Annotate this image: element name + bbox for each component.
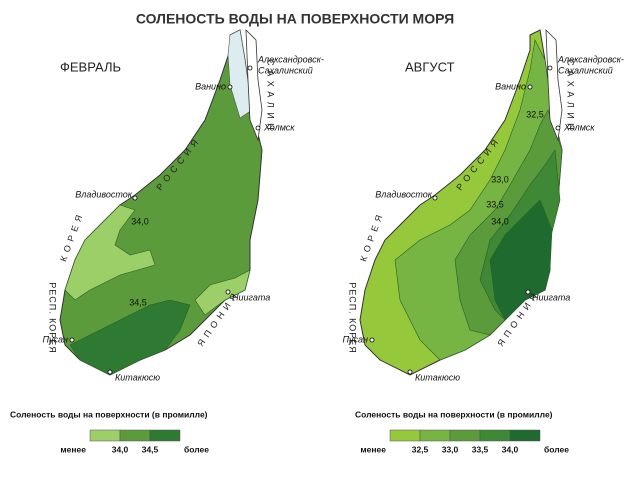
ice-zone	[227, 29, 253, 119]
city-marker	[369, 337, 375, 343]
city-marker	[547, 65, 553, 71]
place-label: Сахалинский	[258, 65, 313, 75]
city-marker	[225, 289, 231, 295]
isoline-label: 33,0	[491, 174, 509, 184]
map: ФЕВРАЛЬ 34,0 34,5 Александровск-Сахалинский…	[10, 28, 324, 454]
city-marker	[227, 84, 233, 90]
salinity-zone	[64, 204, 156, 301]
place-label: Китакюсю	[415, 372, 460, 382]
legend-swatch	[419, 429, 451, 442]
place-label: Пусан	[343, 334, 369, 344]
legend-swatch	[449, 429, 481, 442]
city-marker	[247, 65, 253, 71]
place-label: Сахалинский	[558, 65, 613, 75]
salinity-zone	[489, 199, 553, 321]
legend-swatch	[479, 429, 511, 442]
isoline-label: 34,5	[129, 297, 147, 307]
isoline-label: 32,5	[526, 109, 544, 119]
legend-label: 32,5	[412, 444, 429, 454]
place-label: Пусан	[43, 334, 69, 344]
legend-label: 33,5	[472, 444, 489, 454]
place-label: Китакюсю	[115, 372, 160, 382]
legend-label: 34,0	[112, 444, 129, 454]
place-label: Владивосток	[375, 189, 432, 199]
legend-label: менее	[60, 444, 86, 454]
city-marker	[432, 195, 438, 201]
region-label: С А Х А Л И Н	[266, 59, 276, 130]
legend-label: более	[184, 444, 209, 454]
legend-title: Соленость воды на поверхности (в промилл…	[355, 409, 553, 419]
place-label: Ванино	[495, 81, 526, 91]
region-label: РЕСП. КОРЕЯ	[348, 282, 358, 354]
isoline-label: 34,0	[131, 216, 149, 226]
legend-label: 33,0	[442, 444, 459, 454]
legend-swatch	[509, 429, 541, 442]
legend-swatch	[389, 429, 421, 442]
city-marker	[527, 84, 533, 90]
city-marker	[69, 337, 75, 343]
page-title: СОЛЕНОСТЬ ВОДЫ НА ПОВЕРХНОСТИ МОРЯ	[136, 11, 454, 27]
city-marker	[555, 125, 561, 131]
place-label: Александровск-	[557, 54, 624, 64]
sakhalin	[545, 28, 563, 142]
legend-label: более	[544, 444, 569, 454]
legend-swatch	[149, 429, 181, 442]
salinity-zone	[194, 269, 251, 316]
salinity-zone	[69, 299, 191, 376]
legend-swatch	[119, 429, 151, 442]
maps: ФЕВРАЛЬ34,034,5Александровск-Сахалинский…	[10, 28, 624, 454]
sakhalin	[245, 28, 263, 142]
legend-title: Соленость воды на поверхности (в промилл…	[10, 409, 208, 419]
place-label: Ниигата	[532, 292, 570, 302]
legend-label: 34,5	[142, 444, 159, 454]
city-marker	[525, 289, 531, 295]
region-label: С А Х А Л И Н	[566, 59, 576, 130]
city-marker	[132, 195, 138, 201]
region-label: РЕСП. КОРЕЯ	[48, 282, 58, 354]
place-label: Ванино	[195, 81, 226, 91]
legend-label: менее	[360, 444, 386, 454]
city-marker	[407, 369, 413, 375]
place-label: Ниигата	[232, 292, 270, 302]
month-title: ФЕВРАЛЬ	[60, 59, 121, 74]
place-label: Холмск	[263, 122, 295, 132]
city-marker	[255, 125, 261, 131]
legend-label: 34,0	[502, 444, 519, 454]
place-label: Александровск-	[257, 54, 324, 64]
isoline-label: 33,5	[486, 199, 504, 209]
legend-swatch	[89, 429, 121, 442]
isoline-label: 34,0	[491, 216, 509, 226]
month-title: АВГУСТ	[405, 59, 455, 74]
city-marker	[107, 369, 113, 375]
place-label: Холмск	[563, 122, 595, 132]
place-label: Владивосток	[75, 189, 132, 199]
map: АВГУСТ 32,5 33,0 33,5 34,0 Александровск-Саха…	[343, 28, 624, 454]
